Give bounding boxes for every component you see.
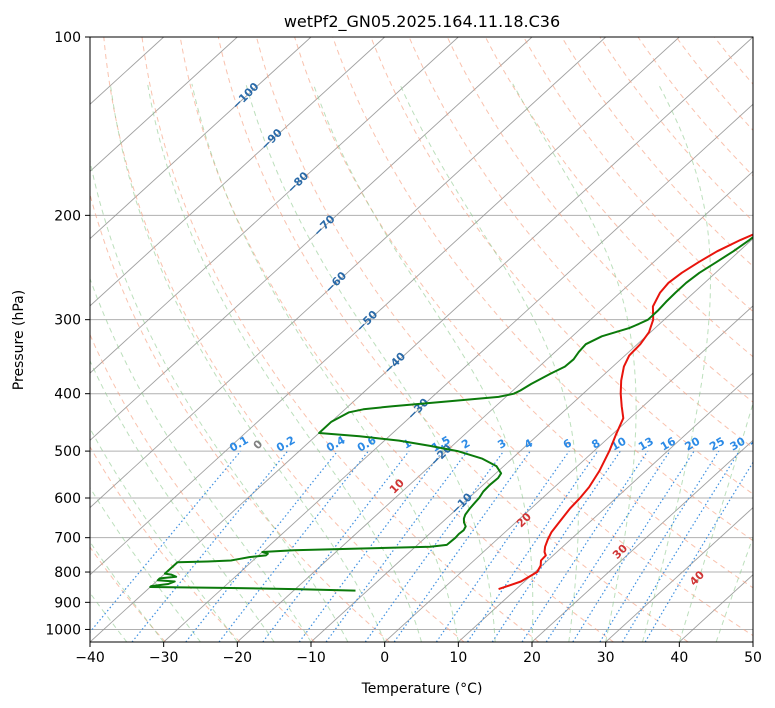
x-axis: −40 −30 −20 −10 0 10 20 30 40 50 [75,642,762,666]
dry-adiabat-line [637,37,753,177]
moist-adiabat-line [642,83,711,642]
mixing-ratio-line [545,450,671,642]
mixing-ratio-line [90,450,242,634]
isotherm-line [90,37,459,374]
isotherm-line [531,439,753,642]
y-tick-label: 300 [54,313,81,329]
mixing-ratio-line [185,450,339,642]
y-tick-label: 1000 [45,622,81,638]
y-tick-label: 900 [54,595,81,611]
moist-adiabat-line [109,83,386,642]
x-tick-label: 40 [670,650,688,666]
mixing-ratio-line [599,450,720,642]
moist-adiabat-line [90,158,349,642]
profile-lines [149,233,753,592]
x-tick-label: 30 [597,650,615,666]
x-tick-label: 0 [380,650,389,666]
dry-adiabat-line [370,37,753,495]
isotherm-line [90,37,386,307]
dry-adiabat-line [141,37,540,642]
moist-adiabat-line [245,83,496,642]
dry-adiabat-line [103,37,465,642]
dry-adiabat-line [294,37,753,589]
dry-adiabat-line [446,37,753,403]
background-lines [90,37,753,642]
mixing-ratio-line [467,450,599,642]
isotherm-line [90,37,533,441]
moist-adiabat-line [147,83,422,642]
plot-frame [89,36,754,643]
dry-adiabat-line [561,37,753,267]
mixing-ratio-label: 36 [748,434,768,453]
mixing-ratio-line [262,450,410,642]
x-tick-label: −40 [75,650,105,666]
isotherm-line [457,372,753,642]
x-tick-label: 10 [449,650,467,666]
mixing-ratio-line [131,450,289,642]
dry-adiabat-line [599,37,753,222]
isotherm-line [163,103,753,642]
x-tick-label: 20 [523,650,541,666]
isotherm-line [90,37,607,509]
y-axis: 100 200 300 400 500 600 700 800 900 1000 [45,30,90,638]
y-tick-label: 200 [54,208,81,224]
y-tick-label: 400 [54,387,81,403]
dry-adiabat-line [484,37,753,358]
x-axis-label: Temperature (°C) [361,681,483,697]
isotherm-line [90,37,312,240]
dry-adiabat-line [523,37,753,313]
isotherm-line [236,170,753,642]
dry-adiabat-line [90,333,316,642]
mixing-ratio-line [218,450,369,642]
dry-adiabat-line [179,37,614,642]
mixing-ratio-line [393,450,531,642]
y-tick-label: 100 [54,30,81,46]
temperature-profile-line [498,233,753,591]
y-tick-label: 500 [54,444,81,460]
dry-adiabat-line [408,37,753,449]
dry-adiabat-line [332,37,753,542]
isotherm-line [90,37,680,576]
dewpoint-profile-line [149,235,753,592]
dry-adiabat-line [256,37,753,637]
y-tick-label: 600 [54,491,81,507]
x-tick-label: −30 [149,650,179,666]
isotherm-line [384,305,753,642]
moist-adiabat-line [399,83,579,642]
dry-adiabat-line [90,192,390,642]
isotherm-line [90,37,238,173]
moist-adiabat-line [90,277,312,642]
y-tick-label: 700 [54,531,81,547]
chart-title: wetPf2_GN05.2025.164.11.18.C36 [284,12,560,32]
isotherm-line [605,506,753,642]
moist-adiabat-line [678,401,753,642]
x-tick-label: −20 [223,650,253,666]
mixing-ratio-line [644,461,753,642]
y-tick-label: 800 [54,565,81,581]
x-tick-label: −10 [296,650,326,666]
x-tick-label: 50 [744,650,762,666]
mixing-ratio-line [621,450,740,642]
mixing-ratio-line [572,450,695,642]
y-axis-label: Pressure (hPa) [11,290,27,390]
isotherm-line [90,37,753,642]
moist-adiabat-line [312,83,534,642]
